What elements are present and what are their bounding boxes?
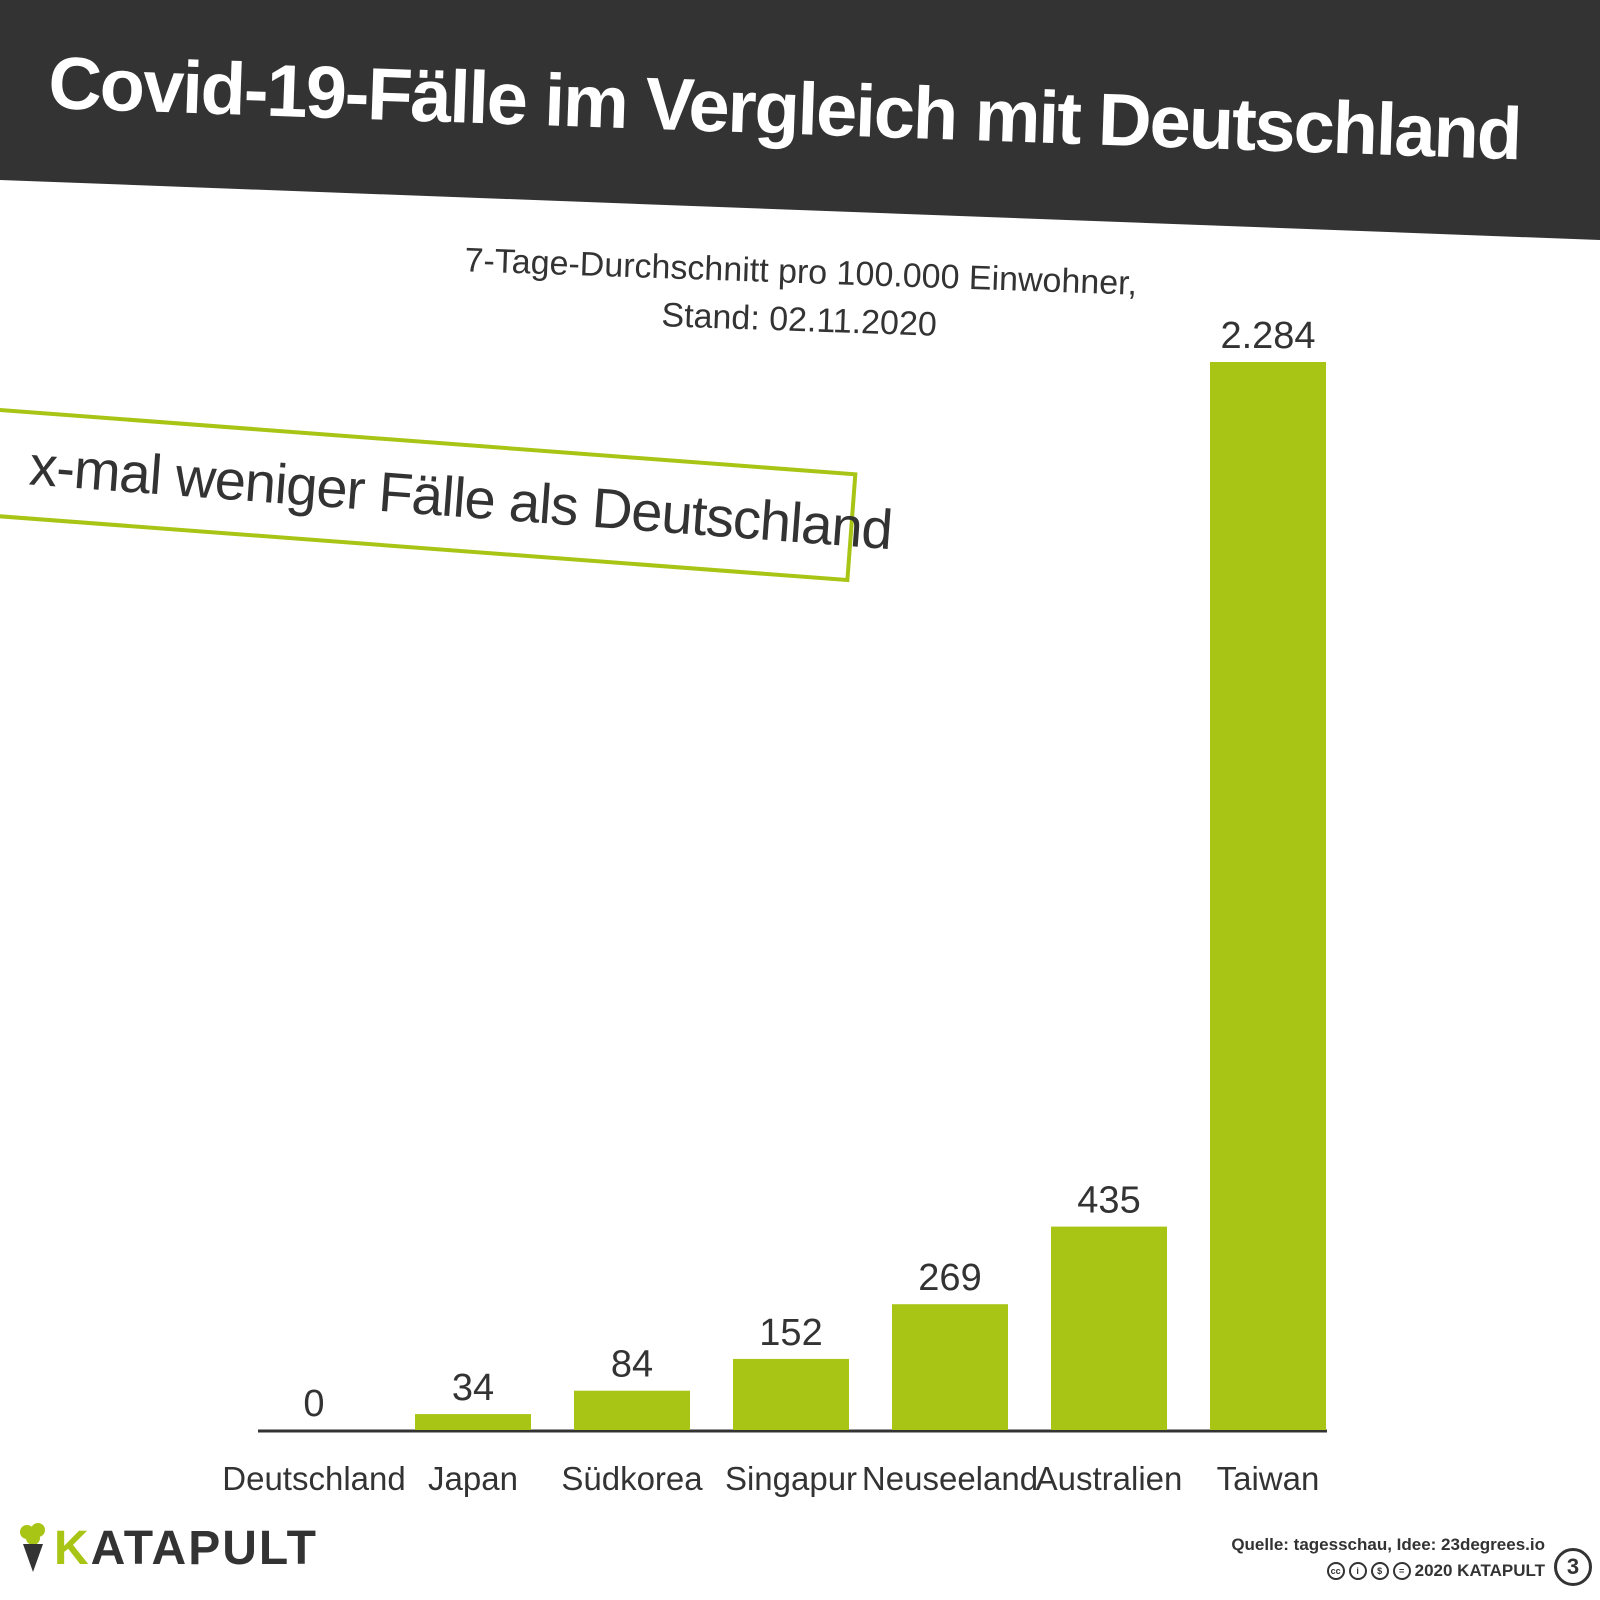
cc-nc-icon: $	[1370, 1562, 1389, 1580]
value-label-deutschland: 0	[303, 1383, 324, 1425]
katapult-logo: KATAPULT	[18, 1520, 318, 1576]
category-label-deutschland: Deutschland	[222, 1460, 405, 1497]
bar-neuseeland	[892, 1304, 1008, 1430]
logo-text: KATAPULT	[54, 1521, 318, 1576]
bar-australien	[1051, 1226, 1167, 1430]
value-label-japan: 34	[452, 1367, 494, 1409]
bar-taiwan	[1210, 362, 1326, 1430]
value-label-singapur: 152	[759, 1312, 822, 1354]
value-label-südkorea: 84	[611, 1344, 653, 1386]
value-label-taiwan: 2.284	[1220, 315, 1315, 357]
category-label-australien: Australien	[1036, 1460, 1183, 1497]
cc-icon: cc	[1326, 1562, 1345, 1580]
cc-nd-icon: =	[1392, 1562, 1411, 1580]
value-label-neuseeland: 269	[918, 1257, 981, 1299]
ice-cream-logo-icon	[20, 1523, 45, 1572]
bar-japan	[415, 1414, 531, 1430]
value-label-australien: 435	[1077, 1180, 1140, 1222]
bar-singapur	[733, 1358, 849, 1430]
logo-rest: ATAPULT	[90, 1521, 318, 1575]
bar-südkorea	[574, 1390, 690, 1430]
license-text: 2020 KATAPULT	[1414, 1561, 1545, 1580]
category-label-japan: Japan	[428, 1460, 518, 1497]
category-label-taiwan: Taiwan	[1217, 1460, 1320, 1497]
source-block: Quelle: tagesschau, Idee: 23degrees.io c…	[1231, 1532, 1545, 1584]
category-label-südkorea: Südkorea	[561, 1460, 703, 1497]
source-text: Quelle: tagesschau, Idee: 23degrees.io	[1231, 1535, 1545, 1554]
cc-by-icon: i	[1348, 1562, 1367, 1580]
logo-letter-k: K	[54, 1521, 91, 1575]
category-label-neuseeland: Neuseeland	[862, 1460, 1038, 1497]
license-row: cc i $ = 2020 KATAPULT	[1231, 1558, 1545, 1584]
category-label-singapur: Singapur	[725, 1460, 857, 1497]
page-number-badge: 3	[1554, 1548, 1592, 1586]
